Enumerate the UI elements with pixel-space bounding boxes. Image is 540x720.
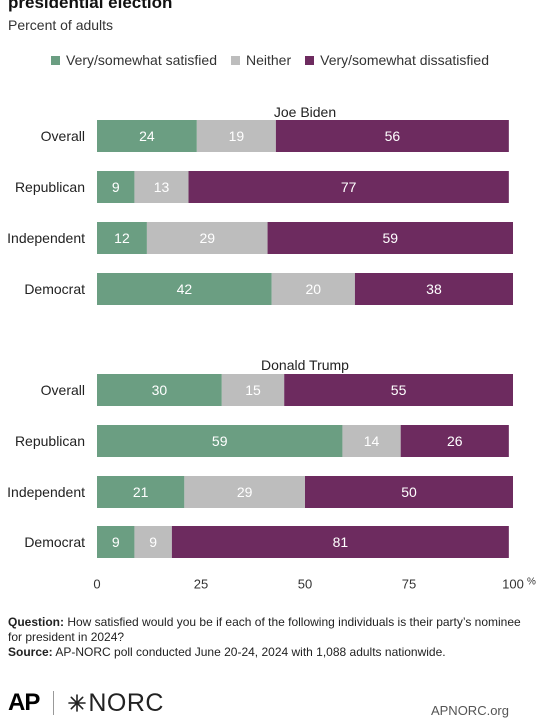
ap-logo: AP	[8, 689, 40, 716]
bar-segment-satisfied	[97, 120, 197, 152]
legend-label-neither: Neither	[245, 52, 292, 68]
data-label: 42	[177, 281, 193, 297]
bar-segment-satisfied	[97, 425, 343, 457]
data-label: 9	[112, 179, 120, 195]
legend-label-dissatisfied: Very/somewhat dissatisfied	[320, 52, 489, 68]
bar-segment-satisfied	[97, 171, 135, 203]
bar-segment-dissatisfied	[267, 222, 513, 254]
bar-segment-neither	[184, 476, 305, 508]
chart-title: presidential election	[8, 0, 173, 12]
legend-swatch-neither	[230, 55, 240, 65]
data-label: 9	[112, 534, 120, 550]
group-title: Joe Biden	[274, 104, 336, 120]
brand-divider	[53, 691, 55, 715]
bar-segment-dissatisfied	[400, 425, 509, 457]
bar-segment-neither	[342, 425, 401, 457]
data-label: 81	[333, 534, 349, 550]
bar-segment-dissatisfied	[171, 526, 509, 558]
footnote: Question: How satisfied would you be if …	[8, 615, 533, 660]
footnote-source: Source: AP-NORC poll conducted June 20-2…	[8, 645, 533, 660]
bar-segment-neither	[134, 171, 189, 203]
category-label: Democrat	[24, 281, 85, 297]
data-label: 50	[401, 484, 417, 500]
data-label: 77	[341, 179, 357, 195]
website-url: APNORC.org	[430, 703, 509, 718]
x-unit-label: %	[527, 577, 536, 588]
data-label: 21	[133, 484, 149, 500]
data-label: 56	[385, 128, 401, 144]
category-label: Independent	[7, 230, 85, 246]
bar-segment-satisfied	[97, 476, 185, 508]
category-label: Republican	[15, 433, 85, 449]
data-label: 13	[154, 179, 170, 195]
source-label: Source:	[8, 645, 53, 659]
data-label: 26	[447, 433, 463, 449]
legend-item-satisfied: Very/somewhat satisfied	[51, 52, 217, 68]
norc-star-icon	[68, 694, 87, 712]
data-label: 12	[114, 230, 130, 246]
data-label: 9	[149, 534, 157, 550]
x-tick-label: 75	[402, 577, 416, 592]
bar-segment-dissatisfied	[188, 171, 509, 203]
bar-segment-satisfied	[97, 526, 135, 558]
bar-segment-dissatisfied	[354, 273, 513, 305]
x-tick-label: 100	[502, 577, 524, 592]
data-label: 55	[391, 382, 407, 398]
data-label: 29	[199, 230, 215, 246]
norc-logo: NORC	[68, 690, 164, 716]
data-label: 29	[237, 484, 253, 500]
bar-segment-dissatisfied	[284, 374, 513, 406]
source-text: AP-NORC poll conducted June 20-24, 2024 …	[52, 645, 446, 659]
x-tick-label: 50	[298, 577, 312, 592]
category-label: Republican	[15, 179, 85, 195]
bar-segment-neither	[221, 374, 285, 406]
x-tick-label: 25	[194, 577, 208, 592]
legend-item-dissatisfied: Very/somewhat dissatisfied	[305, 52, 489, 68]
legend-label-satisfied: Very/somewhat satisfied	[66, 52, 217, 68]
data-label: 19	[229, 128, 245, 144]
data-label: 59	[382, 230, 398, 246]
question-label: Question:	[8, 615, 64, 629]
bar-segment-neither	[271, 273, 355, 305]
stacked-bar-chart: Joe Biden Overall 24 19 56 Republican 9 13 77 Ind…	[7, 104, 536, 592]
bar-segment-satisfied	[97, 374, 222, 406]
question-text: How satisfied would you be if each of th…	[8, 615, 521, 644]
bar-segment-dissatisfied	[305, 476, 513, 508]
brand-logos: AP NORC	[8, 689, 164, 717]
data-label: 30	[152, 382, 168, 398]
category-label: Democrat	[24, 534, 85, 550]
bar-segment-dissatisfied	[275, 120, 509, 152]
data-label: 14	[364, 433, 380, 449]
group-title: Donald Trump	[261, 357, 349, 373]
category-label: Overall	[41, 128, 85, 144]
data-label: 24	[139, 128, 155, 144]
data-label: 59	[212, 433, 228, 449]
x-tick-label: 0	[93, 577, 100, 592]
legend-swatch-dissatisfied	[305, 55, 315, 65]
data-label: 15	[245, 382, 261, 398]
category-label: Independent	[7, 484, 85, 500]
norc-wordmark: NORC	[88, 689, 164, 717]
bar-segment-neither	[146, 222, 268, 254]
chart-subtitle: Percent of adults	[8, 17, 114, 33]
bar-segment-neither	[196, 120, 276, 152]
bar-segment-satisfied	[97, 222, 147, 254]
data-label: 20	[306, 281, 322, 297]
legend-swatch-satisfied	[51, 55, 61, 65]
footnote-question: Question: How satisfied would you be if …	[8, 615, 533, 645]
data-label: 38	[426, 281, 442, 297]
category-label: Overall	[41, 382, 85, 398]
legend-item-neither: Neither	[230, 52, 292, 68]
legend: Very/somewhat satisfied Neither Very/som…	[0, 52, 540, 68]
bar-segment-satisfied	[97, 273, 272, 305]
bar-segment-neither	[134, 526, 172, 558]
